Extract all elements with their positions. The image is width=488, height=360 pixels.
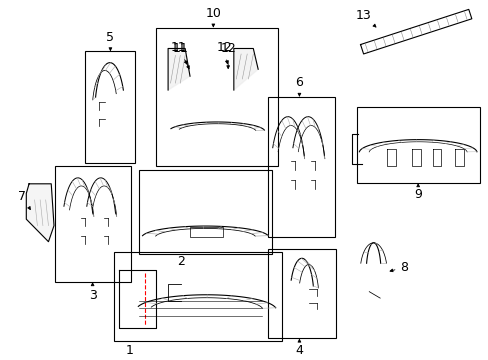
Bar	[139, 170, 271, 254]
Text: 11: 11	[172, 42, 189, 69]
Text: 11: 11	[170, 41, 186, 64]
Text: 5: 5	[106, 31, 114, 50]
Bar	[114, 252, 281, 341]
Polygon shape	[168, 49, 190, 90]
Polygon shape	[26, 184, 54, 242]
Text: 1: 1	[125, 345, 133, 357]
Text: 2: 2	[176, 255, 184, 268]
Text: 6: 6	[295, 76, 303, 96]
Text: 9: 9	[413, 184, 421, 201]
Text: 4: 4	[295, 339, 303, 357]
Bar	[156, 28, 277, 166]
Bar	[55, 166, 131, 282]
Bar	[267, 249, 335, 338]
Bar	[267, 97, 334, 238]
Bar	[356, 107, 479, 183]
Text: 8: 8	[389, 261, 407, 274]
Text: 13: 13	[355, 9, 375, 27]
Text: 3: 3	[88, 283, 96, 302]
Bar	[84, 51, 135, 163]
Bar	[189, 228, 222, 238]
Text: 10: 10	[205, 7, 221, 27]
Text: 12: 12	[216, 41, 232, 64]
Text: 12: 12	[220, 42, 236, 68]
Polygon shape	[233, 49, 258, 90]
Text: 7: 7	[19, 190, 30, 210]
